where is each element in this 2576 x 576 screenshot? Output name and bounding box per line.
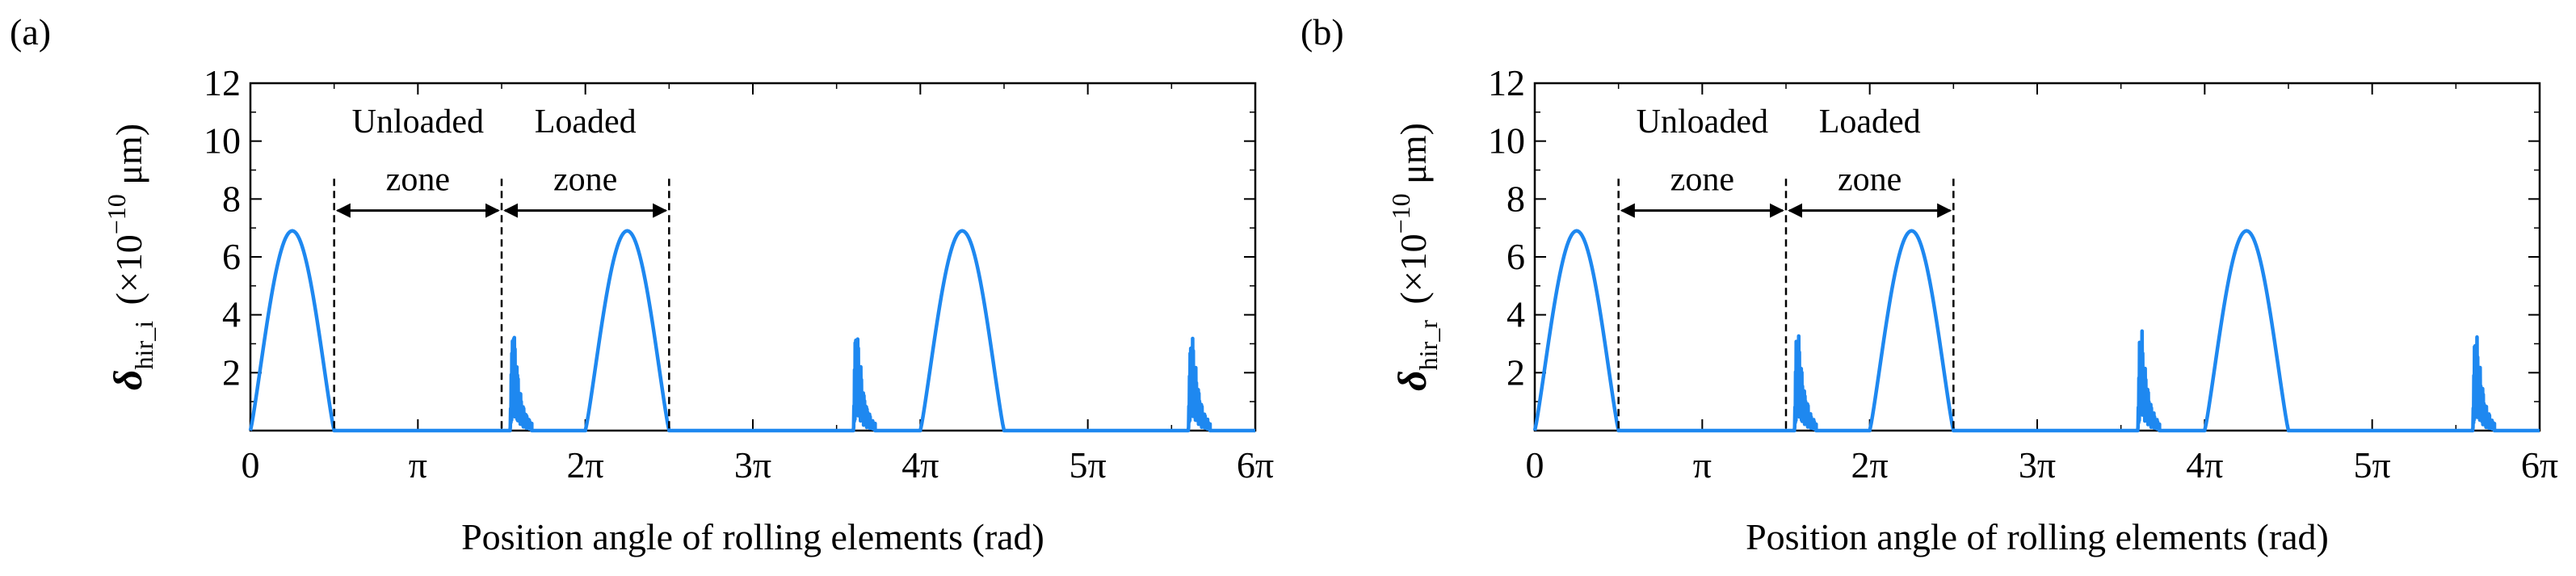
zone-label-zone: zone bbox=[1838, 162, 1902, 199]
x-axis-label: Position angle of rolling elements (rad) bbox=[1746, 516, 2329, 557]
y-label-unit: (×10 bbox=[108, 234, 149, 314]
y-tick-label: 4 bbox=[222, 294, 241, 335]
y-label-subscript: hir_r bbox=[1414, 320, 1443, 371]
chart-panel-a: (a) 2 4 6 8 10 12 0 π 2π 3π 4π 5π 6π Position angle of… bbox=[10, 11, 1274, 557]
y-tick-label: 2 bbox=[222, 351, 241, 393]
data-series-line bbox=[248, 229, 1255, 433]
data-series-line bbox=[1532, 229, 2540, 433]
x-tick-label: 5π bbox=[2354, 444, 2391, 486]
y-label-unit-tail: μm) bbox=[108, 124, 149, 194]
zone-label-zone: zone bbox=[553, 162, 617, 199]
y-label-subscript: hir_i bbox=[129, 321, 158, 370]
panel-label: (a) bbox=[10, 11, 51, 53]
y-tick-label: 8 bbox=[222, 178, 241, 219]
y-tick-label: 10 bbox=[204, 120, 241, 162]
x-tick-label: 2π bbox=[1851, 444, 1889, 486]
y-axis-label: δhir_r (×10−10 μm) bbox=[1386, 123, 1443, 391]
x-tick-label: 3π bbox=[734, 444, 771, 486]
zone-label-loaded: Loaded bbox=[535, 103, 637, 141]
y-label-exponent: −10 bbox=[1386, 193, 1415, 233]
x-tick-label: 6π bbox=[2521, 444, 2558, 486]
y-tick-label: 8 bbox=[1507, 178, 1525, 219]
y-label-unit: (×10 bbox=[1393, 233, 1434, 313]
y-label-exponent: −10 bbox=[102, 194, 131, 234]
x-axis-label: Position angle of rolling elements (rad) bbox=[461, 516, 1044, 557]
y-tick-label: 6 bbox=[1507, 236, 1525, 277]
y-label-symbol: δ bbox=[105, 369, 150, 390]
x-tick-label: 4π bbox=[901, 444, 939, 486]
x-tick-label: 4π bbox=[2186, 444, 2223, 486]
x-tick-label: 6π bbox=[1237, 444, 1274, 486]
y-tick-label: 2 bbox=[1507, 351, 1525, 393]
zone-label-zone: zone bbox=[386, 162, 450, 199]
y-tick-label: 10 bbox=[1488, 120, 1525, 162]
x-tick-label: 0 bbox=[242, 444, 260, 486]
y-label-symbol: δ bbox=[1389, 370, 1435, 391]
zone-label-loaded: Loaded bbox=[1819, 103, 1921, 141]
x-tick-label: 2π bbox=[567, 444, 604, 486]
chart-panel-b: (b) 2 4 6 8 10 12 0 π 2π 3π 4π 5π 6π Position angle of… bbox=[1301, 11, 2558, 557]
x-tick-label: π bbox=[409, 444, 427, 486]
zone-label-zone: zone bbox=[1670, 162, 1734, 199]
y-axis-label: δhir_i (×10−10 μm) bbox=[102, 124, 158, 390]
panel-label: (b) bbox=[1301, 11, 1344, 53]
x-tick-label: π bbox=[1693, 444, 1712, 486]
y-tick-label: 6 bbox=[222, 236, 241, 277]
x-tick-label: 5π bbox=[1069, 444, 1107, 486]
y-tick-label: 12 bbox=[204, 62, 241, 103]
zone-label-unloaded: Unloaded bbox=[352, 103, 484, 141]
x-tick-label: 0 bbox=[1526, 444, 1544, 486]
x-tick-label: 3π bbox=[2019, 444, 2056, 486]
y-tick-label: 4 bbox=[1507, 294, 1525, 335]
zone-label-unloaded: Unloaded bbox=[1637, 103, 1768, 141]
y-label-unit-tail: μm) bbox=[1393, 123, 1434, 193]
y-tick-label: 12 bbox=[1488, 62, 1525, 103]
